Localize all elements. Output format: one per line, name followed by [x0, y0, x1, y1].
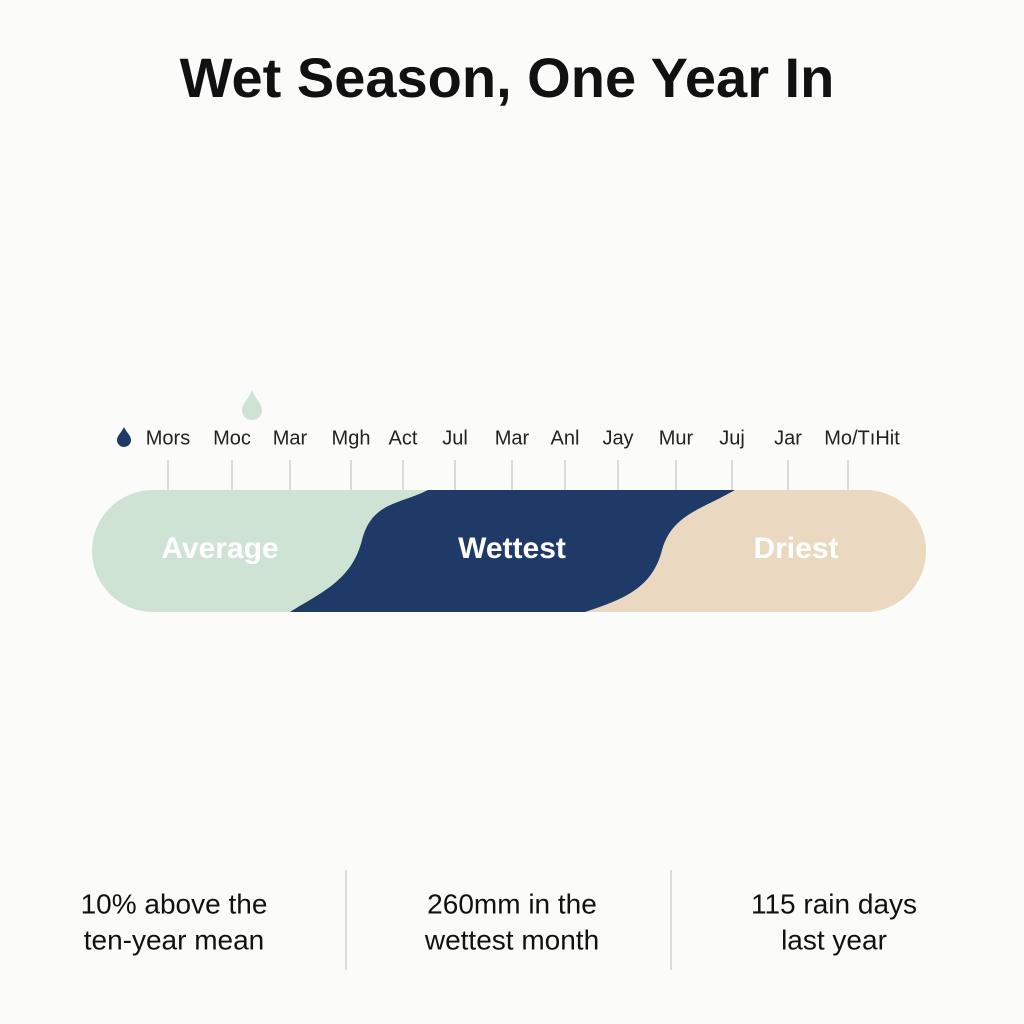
month-label: Jar	[774, 427, 802, 449]
drop-icon	[117, 427, 131, 447]
stat-text: wettest month	[424, 924, 599, 955]
wettest-segment	[290, 490, 735, 612]
driest-segment	[585, 490, 926, 612]
title: Wet Season, One Year In	[180, 46, 835, 109]
segment-label: Wettest	[458, 532, 566, 565]
stat-text: last year	[781, 924, 887, 955]
month-label: Anl	[551, 427, 580, 449]
month-label: Moc	[213, 427, 251, 449]
month-row: Mors Moc Mar Mgh Act Jul Mar Anl Jay Mur Juj Jar Mo/…	[146, 427, 900, 490]
drop-icon	[242, 390, 262, 420]
month-label: Mar	[495, 427, 530, 449]
stat-text: 260mm in the	[427, 888, 597, 919]
month-label: Jay	[602, 427, 633, 449]
segment-label: Average	[161, 532, 278, 565]
month-label: Act	[389, 427, 418, 449]
month-label: Mar	[273, 427, 308, 449]
stat-text: 115 rain days	[751, 888, 917, 919]
stat-text: 10% above the	[81, 888, 268, 919]
month-label: Mur	[659, 427, 694, 449]
month-label: Mo/TıHit	[824, 427, 900, 449]
month-label: Jul	[442, 427, 468, 449]
month-label: Mgh	[332, 427, 371, 449]
month-label: Juj	[719, 427, 745, 449]
season-band	[92, 490, 926, 612]
stats-row: 10% above the ten-year mean 260mm in the we…	[81, 888, 917, 955]
stat-text: ten-year mean	[84, 924, 265, 955]
segment-label: Driest	[753, 532, 838, 565]
month-label: Mors	[146, 427, 190, 449]
